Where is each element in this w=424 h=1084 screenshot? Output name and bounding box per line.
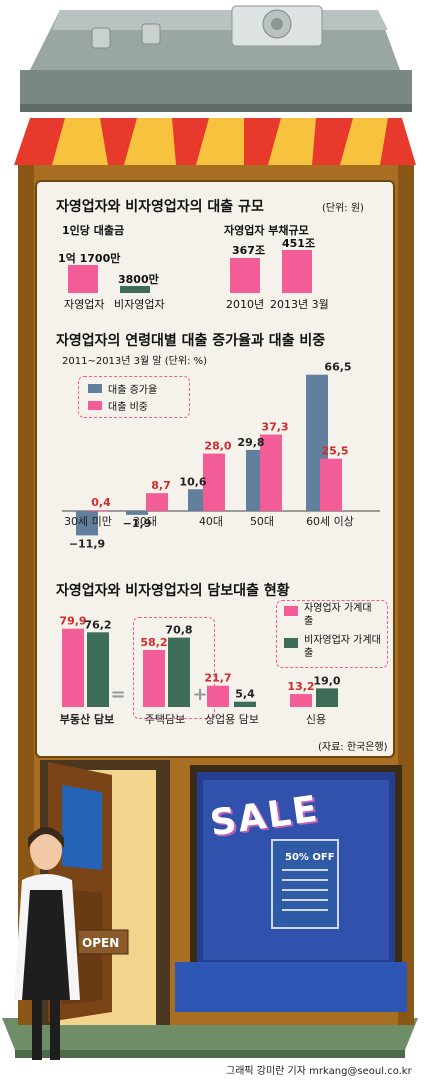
growth-value-label: 66,5 xyxy=(324,361,351,374)
category-label: 30대 xyxy=(133,515,157,528)
self-employed-bar xyxy=(143,649,165,707)
window-ledge xyxy=(175,962,407,1012)
bar-non-self-employed xyxy=(120,286,150,293)
legend-swatch-growth xyxy=(88,384,102,393)
label-2010: 2010년 xyxy=(226,298,265,311)
non-self-employed-value: 19,0 xyxy=(313,674,340,687)
label-non-self-employed: 비자영업자 xyxy=(114,298,165,311)
share-bar xyxy=(86,510,108,512)
self-employed-value: 79,9 xyxy=(59,615,86,628)
debt-scale-subtitle: 자영업자 부채규모 xyxy=(224,224,309,237)
value-label-2013: 451조 xyxy=(282,237,316,250)
growth-bar xyxy=(76,511,98,536)
share-bar xyxy=(146,493,168,511)
ground-platform xyxy=(2,1018,418,1050)
vent-right xyxy=(141,23,161,45)
legend-swatch-self xyxy=(284,606,298,616)
legend-growth: 대출 증가율 xyxy=(108,385,158,396)
section2-title: 자영업자의 연령대별 대출 증가율과 대출 비중 xyxy=(56,333,326,349)
share-value-label: 8,7 xyxy=(151,479,171,492)
share-bar xyxy=(260,434,282,511)
collateral-category-label: 부동산 담보 xyxy=(60,712,114,726)
collateral-category-label: 신용 xyxy=(306,713,326,726)
source-note: (자료: 한국은행) xyxy=(318,742,388,753)
non-self-employed-bar xyxy=(234,701,256,707)
open-sign-text: OPEN xyxy=(82,936,120,950)
breakdown-box xyxy=(133,617,215,719)
collateral-category-label: 주택담보 xyxy=(145,713,185,726)
legend-swatch-non-self xyxy=(284,638,298,648)
self-employed-value: 13,2 xyxy=(287,680,314,693)
category-label: 50대 xyxy=(250,515,274,528)
collateral-category-label: 상업용 담보 xyxy=(205,713,259,726)
non-self-employed-value: 5,4 xyxy=(235,688,255,701)
poster xyxy=(271,839,339,929)
category-label: 30세 미만 xyxy=(64,515,112,528)
credit: 그래픽 강미란 기자 mrkang@seoul.co.kr xyxy=(226,1066,412,1077)
value-label-2010: 367조 xyxy=(232,244,266,257)
bar-2010 xyxy=(230,258,260,293)
growth-value-label: 10,6 xyxy=(179,475,206,488)
equals-sign: = xyxy=(110,684,125,705)
category-label: 60세 이상 xyxy=(306,515,354,528)
value-label-non-self-employed: 3800만 xyxy=(118,273,159,286)
non-self-employed-value: 70,8 xyxy=(165,624,192,637)
bar-2013 xyxy=(282,250,312,293)
share-value-label: 0,4 xyxy=(91,496,111,509)
bar-self-employed xyxy=(68,265,98,293)
share-bar xyxy=(203,453,225,511)
section3-title: 자영업자와 비자영업자의 담보대출 현황 xyxy=(56,583,290,599)
ground-edge xyxy=(15,1050,405,1058)
plus-sign: + xyxy=(192,684,207,705)
share-value-label: 37,3 xyxy=(261,421,288,434)
section1-title: 자영업자와 비자영업자의 대출 규모 xyxy=(56,199,264,215)
non-self-employed-bar xyxy=(87,632,109,707)
self-employed-value: 58,2 xyxy=(140,636,167,649)
non-self-employed-value: 76,2 xyxy=(84,618,111,631)
legend-self: 자영업자 가계대출 xyxy=(304,603,372,627)
open-sign xyxy=(77,929,129,955)
label-self-employed: 자영업자 xyxy=(64,298,105,311)
self-employed-bar xyxy=(207,685,229,707)
growth-value-label: −1,9 xyxy=(123,517,152,530)
non-self-employed-bar xyxy=(168,637,190,707)
label-2013: 2013년 3월 xyxy=(270,298,329,311)
legend-swatch-share xyxy=(88,401,102,410)
legend-box-2 xyxy=(276,600,388,668)
vent-left xyxy=(91,27,111,49)
section2-subtitle: 2011~2013년 3월 말 (단위: %) xyxy=(62,356,208,367)
section1-unit: (단위: 원) xyxy=(322,203,364,214)
share-bar xyxy=(320,458,342,511)
self-employed-bar xyxy=(62,628,84,707)
legend-non-self: 비자영업자 가계대출 xyxy=(304,635,381,659)
self-employed-bar xyxy=(290,694,312,707)
shopkeeper-figure xyxy=(14,827,80,1060)
non-self-employed-bar xyxy=(316,688,338,707)
awning xyxy=(14,118,416,165)
self-employed-value: 21,7 xyxy=(204,672,231,685)
growth-value-label: −11,9 xyxy=(69,537,105,550)
share-value-label: 28,0 xyxy=(204,440,231,453)
legend-box-1 xyxy=(78,376,190,418)
per-person-subtitle: 1인당 대출금 xyxy=(62,224,125,237)
legend-share: 대출 비중 xyxy=(108,402,148,413)
share-value-label: 25,5 xyxy=(321,445,348,458)
growth-bar xyxy=(126,511,148,515)
sale-percent: 50% OFF xyxy=(285,852,335,863)
category-label: 40대 xyxy=(199,515,223,528)
growth-value-label: 29,8 xyxy=(237,436,264,449)
value-label-self-employed: 1억 1700만 xyxy=(58,252,121,265)
roof-base xyxy=(20,70,412,110)
